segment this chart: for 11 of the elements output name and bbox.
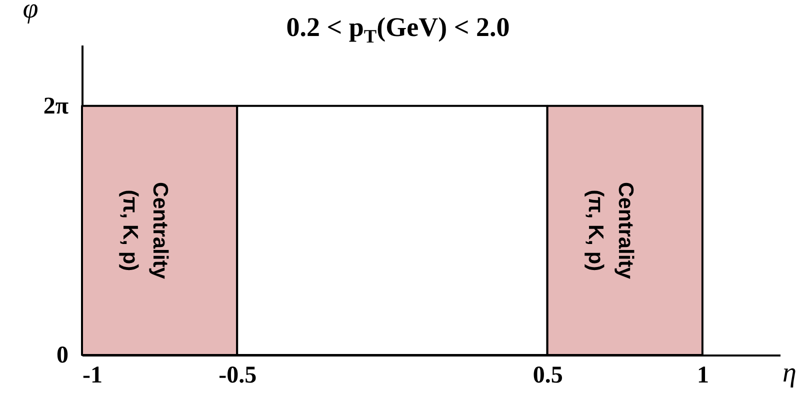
x-axis-title: η <box>782 358 796 388</box>
series-label: Centrality (π, K, p) <box>118 182 172 280</box>
x-tick-label: 1 <box>696 362 709 388</box>
chart-title: 0.2 < p$_{T}$(GeV) < 2.0 <box>286 12 510 48</box>
x-tick-label: -1 <box>82 362 102 388</box>
x-tick-label: 0.5 <box>532 362 563 388</box>
y-axis-title: φ <box>22 0 38 24</box>
y-tick-label: 0 <box>56 342 68 368</box>
x-tick-label: -0.5 <box>218 362 257 388</box>
y-tick-label: 2π <box>43 93 68 120</box>
series-label: Centrality (π, K, p) <box>584 182 637 280</box>
